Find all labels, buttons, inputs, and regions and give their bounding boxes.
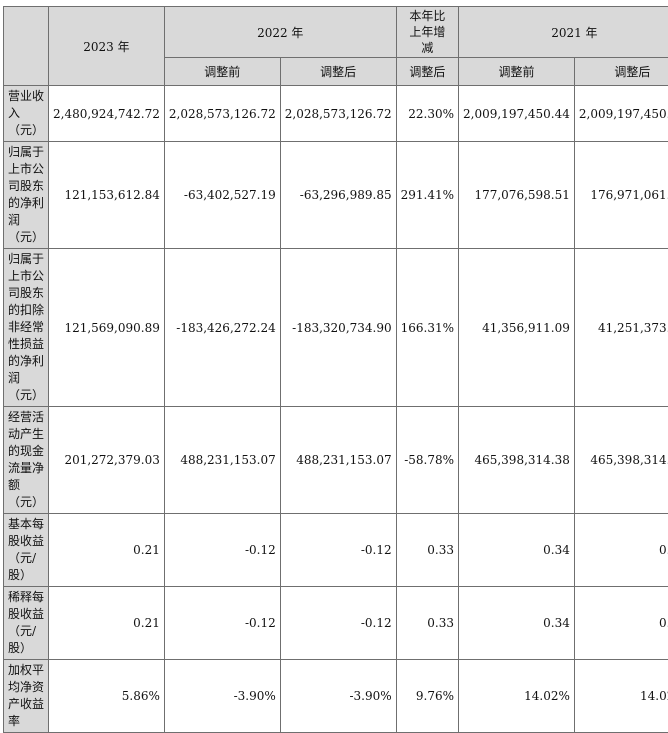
cell-2022-before: 2,028,573,126.72	[164, 86, 280, 142]
cell-2021-after: 465,398,314.38	[574, 407, 668, 514]
cell-2023: 5.86%	[49, 660, 165, 733]
header-2022-before-adjustment: 调整前	[164, 58, 280, 86]
cell-change: 166.31%	[396, 249, 458, 407]
cell-2023: 121,153,612.84	[49, 142, 165, 249]
cell-2021-before: 2,009,197,450.44	[459, 86, 575, 142]
row-label: 营业收入（元）	[4, 86, 49, 142]
cell-2021-after: 2,009,197,450.44	[574, 86, 668, 142]
cell-2023: 0.21	[49, 514, 165, 587]
cell-2023: 121,569,090.89	[49, 249, 165, 407]
row-label: 归属于上市公司股东的扣除非经常性损益的净利润（元）	[4, 249, 49, 407]
row-label: 加权平均净资产收益率	[4, 660, 49, 733]
cell-2021-before: 465,398,314.38	[459, 407, 575, 514]
table-row: 归属于上市公司股东的净利润（元） 121,153,612.84 -63,402,…	[4, 142, 668, 249]
cell-2022-after: -63,296,989.85	[280, 142, 396, 249]
cell-change: 0.33	[396, 587, 458, 660]
cell-change: 22.30%	[396, 86, 458, 142]
cell-change: -58.78%	[396, 407, 458, 514]
cell-2021-after: 0.34	[574, 587, 668, 660]
cell-2021-after: 0.34	[574, 514, 668, 587]
table-row: 营业收入（元） 2,480,924,742.72 2,028,573,126.7…	[4, 86, 668, 142]
cell-2023: 2,480,924,742.72	[49, 86, 165, 142]
cell-2022-after: -0.12	[280, 514, 396, 587]
cell-2022-after: -0.12	[280, 587, 396, 660]
row-label: 经营活动产生的现金流量净额（元）	[4, 407, 49, 514]
cell-2023: 201,272,379.03	[49, 407, 165, 514]
table-row: 经营活动产生的现金流量净额（元） 201,272,379.03 488,231,…	[4, 407, 668, 514]
cell-2021-after: 14.02%	[574, 660, 668, 733]
cell-2022-after: 2,028,573,126.72	[280, 86, 396, 142]
cell-2022-after: 488,231,153.07	[280, 407, 396, 514]
header-2022-after-adjustment: 调整后	[280, 58, 396, 86]
header-corner-cell	[4, 7, 49, 86]
cell-2021-before: 177,076,598.51	[459, 142, 575, 249]
header-2022: 2022 年	[164, 7, 396, 58]
table-row: 稀释每股收益（元/股） 0.21 -0.12 -0.12 0.33 0.34 0…	[4, 587, 668, 660]
cell-change: 291.41%	[396, 142, 458, 249]
cell-2021-after: 41,251,373.75	[574, 249, 668, 407]
cell-2022-after: -183,320,734.90	[280, 249, 396, 407]
cell-2021-after: 176,971,061.17	[574, 142, 668, 249]
header-2023: 2023 年	[49, 7, 165, 86]
table-row: 基本每股收益（元/股） 0.21 -0.12 -0.12 0.33 0.34 0…	[4, 514, 668, 587]
cell-change: 9.76%	[396, 660, 458, 733]
table-row: 归属于上市公司股东的扣除非经常性损益的净利润（元） 121,569,090.89…	[4, 249, 668, 407]
cell-2022-before: -3.90%	[164, 660, 280, 733]
table-row: 加权平均净资产收益率 5.86% -3.90% -3.90% 9.76% 14.…	[4, 660, 668, 733]
cell-2021-before: 0.34	[459, 514, 575, 587]
cell-2022-before: -0.12	[164, 587, 280, 660]
row-label: 基本每股收益（元/股）	[4, 514, 49, 587]
header-yoy-change: 本年比上年增减	[396, 7, 458, 58]
cell-2021-before: 41,356,911.09	[459, 249, 575, 407]
row-label: 稀释每股收益（元/股）	[4, 587, 49, 660]
header-2021: 2021 年	[459, 7, 668, 58]
cell-2022-before: 488,231,153.07	[164, 407, 280, 514]
cell-2021-before: 14.02%	[459, 660, 575, 733]
cell-2022-after: -3.90%	[280, 660, 396, 733]
header-2021-before-adjustment: 调整前	[459, 58, 575, 86]
cell-2022-before: -183,426,272.24	[164, 249, 280, 407]
cell-2023: 0.21	[49, 587, 165, 660]
cell-2022-before: -63,402,527.19	[164, 142, 280, 249]
financial-data-table: 2023 年 2022 年 本年比上年增减 2021 年 调整前 调整后 调整后…	[3, 6, 668, 733]
row-label: 归属于上市公司股东的净利润（元）	[4, 142, 49, 249]
cell-2022-before: -0.12	[164, 514, 280, 587]
header-change-after-adjustment: 调整后	[396, 58, 458, 86]
cell-change: 0.33	[396, 514, 458, 587]
cell-2021-before: 0.34	[459, 587, 575, 660]
header-2021-after-adjustment: 调整后	[574, 58, 668, 86]
